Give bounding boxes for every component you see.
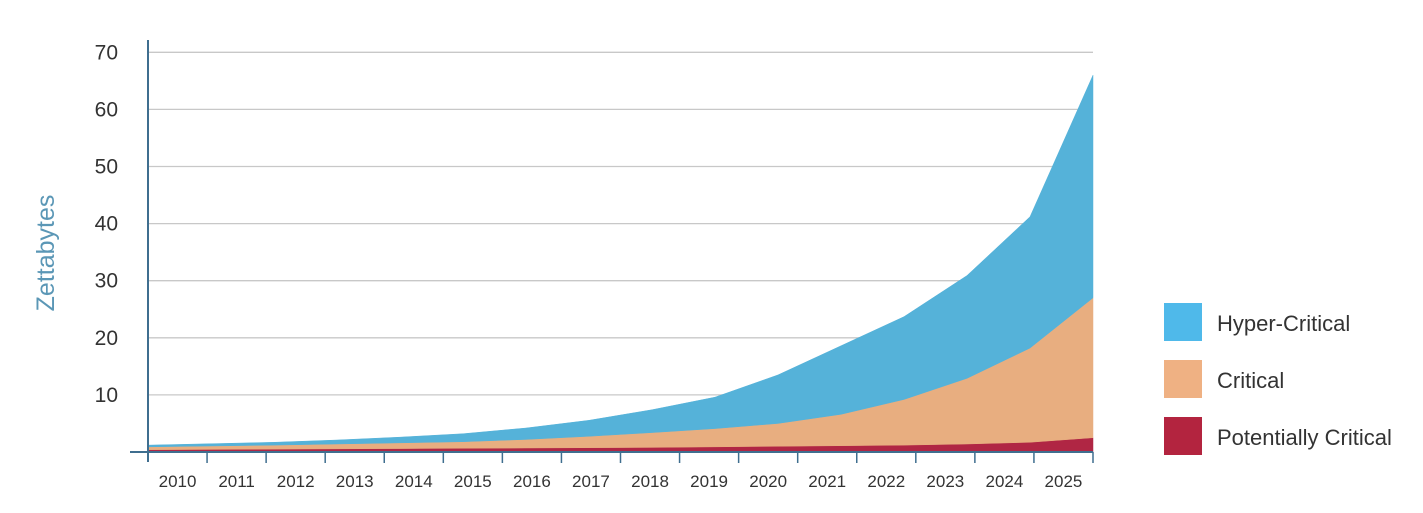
y-tick-label: 20 [95, 327, 118, 350]
y-tick-label: 70 [95, 41, 118, 64]
x-tick-label: 2015 [454, 472, 492, 491]
legend-swatch [1164, 417, 1202, 455]
x-tick-labels: 2010 2011 2012 2013 2014 2015 2016 2017 2018 2019… [159, 472, 1083, 491]
legend-swatch [1164, 303, 1202, 341]
area-hyper-critical [147, 75, 1094, 448]
x-tick-label: 2013 [336, 472, 374, 491]
y-tick-label: 50 [95, 156, 118, 179]
axes [130, 40, 1094, 463]
x-tick-label: 2025 [1045, 472, 1083, 491]
y-axis-label: Zettabytes [32, 195, 60, 312]
legend-label: Hyper-Critical [1217, 311, 1350, 336]
y-tick-label: 60 [95, 98, 118, 121]
x-tick-label: 2024 [985, 472, 1023, 491]
x-tick-label: 2017 [572, 472, 610, 491]
x-tick-label: 2014 [395, 472, 433, 491]
y-tick-label: 10 [95, 384, 118, 407]
x-tick-label: 2018 [631, 472, 669, 491]
x-tick-label: 2010 [159, 472, 197, 491]
x-tick-label: 2016 [513, 472, 551, 491]
grid-lines [148, 51, 1093, 396]
x-tick-label: 2012 [277, 472, 315, 491]
legend: Hyper-Critical Critical Potentially Critic… [1164, 303, 1392, 455]
x-tick-label: 2019 [690, 472, 728, 491]
legend-label: Critical [1217, 368, 1284, 393]
y-tick-labels: 10 20 30 40 50 60 70 [95, 41, 118, 407]
legend-label: Potentially Critical [1217, 425, 1392, 450]
x-tick-label: 2020 [749, 472, 787, 491]
y-tick-label: 30 [95, 270, 118, 293]
x-tick-label: 2022 [867, 472, 905, 491]
x-tick-label: 2023 [926, 472, 964, 491]
y-tick-label: 40 [95, 213, 118, 236]
x-tick-label: 2021 [808, 472, 846, 491]
legend-swatch [1164, 360, 1202, 398]
x-tick-label: 2011 [218, 472, 255, 491]
